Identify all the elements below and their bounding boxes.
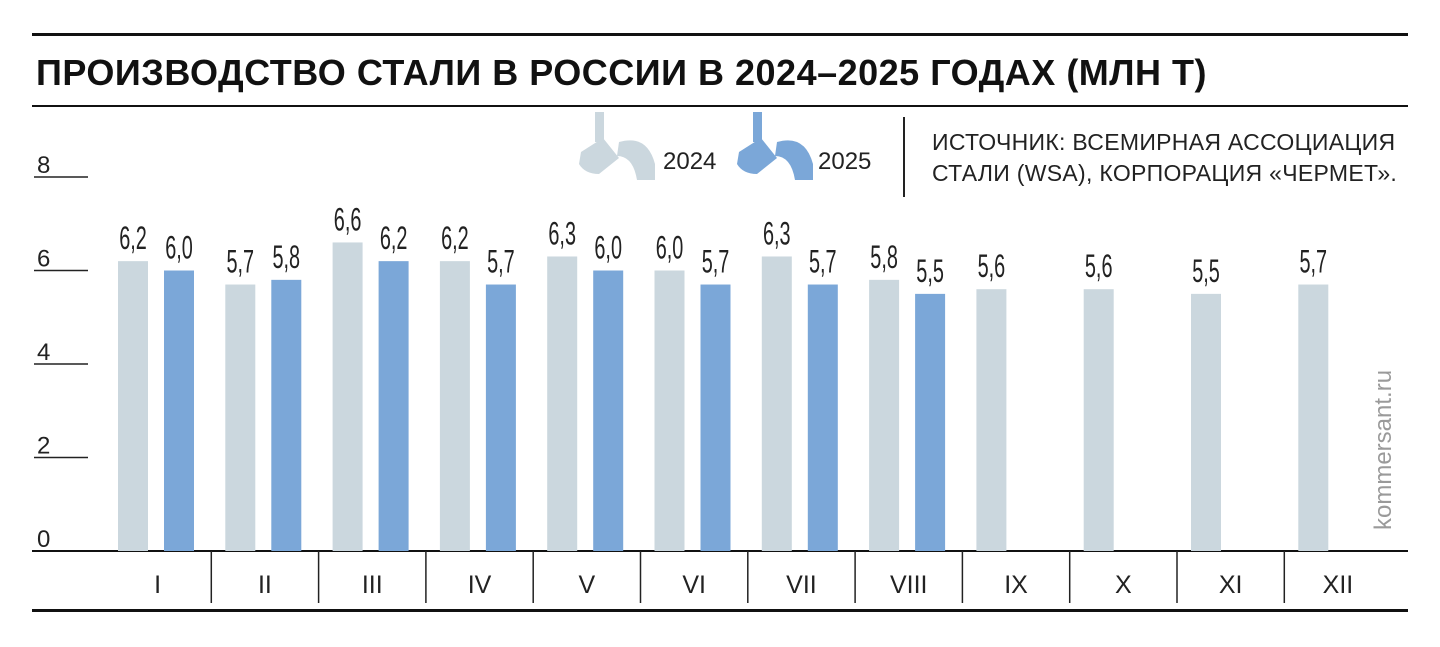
bar-2024 [332, 242, 363, 551]
bar-2025 [807, 284, 838, 551]
y-tick-label: 2 [37, 433, 50, 460]
top-rule [32, 33, 1408, 36]
source-line-2: СТАЛИ (WSA), КОРПОРАЦИЯ «ЧЕРМЕТ». [932, 160, 1398, 186]
bar-2024 [225, 284, 256, 551]
bar-2025 [593, 270, 624, 551]
y-tick-label: 4 [37, 339, 50, 366]
legend-label-2024: 2024 [663, 148, 717, 175]
y-tick-label: 6 [37, 246, 50, 273]
data-label: 5,6 [1085, 248, 1113, 284]
category-label: XI [1219, 571, 1243, 599]
bar-2024 [118, 261, 148, 551]
data-label: 6,3 [548, 216, 576, 252]
source-line-1: ИСТОЧНИК: ВСЕМИРНАЯ АССОЦИАЦИЯ [932, 129, 1396, 155]
legend-divider [903, 117, 905, 197]
bar-2025 [164, 270, 194, 551]
data-label: 6,2 [119, 220, 147, 256]
bottom-rule [32, 609, 1408, 612]
chart-title: ПРОИЗВОДСТВО СТАЛИ В РОССИИ В 2024–2025 … [36, 52, 1208, 93]
data-label: 5,7 [227, 244, 255, 280]
y-tick-label: 0 [37, 526, 50, 553]
y-tick-label: 8 [37, 152, 50, 179]
bar-2024 [1298, 284, 1329, 551]
category-label: I [154, 571, 161, 599]
title-underline [32, 105, 1408, 107]
data-label: 5,8 [273, 239, 301, 275]
category-label: VI [682, 571, 706, 599]
bar-2024 [869, 279, 900, 551]
bar-2025 [915, 293, 946, 551]
data-label: 5,7 [487, 244, 515, 280]
bar-2024 [547, 256, 578, 551]
category-label: IV [468, 571, 492, 599]
data-label: 6,3 [763, 216, 791, 252]
data-label: 6,0 [656, 230, 684, 266]
data-label: 5,7 [809, 244, 837, 280]
bar-2025 [271, 279, 302, 551]
data-label: 5,5 [916, 253, 944, 289]
data-label: 5,7 [702, 244, 730, 280]
category-label: IX [1004, 571, 1028, 599]
category-label: III [362, 571, 383, 599]
category-label: VII [786, 571, 817, 599]
legend-label-2025: 2025 [818, 148, 872, 175]
data-label: 6,6 [334, 202, 362, 238]
category-label: VIII [890, 571, 928, 599]
ladle-icon [579, 112, 655, 180]
bar-2024 [1191, 293, 1221, 551]
bar-2025 [485, 284, 516, 551]
data-label: 6,0 [165, 230, 193, 266]
bar-2024 [761, 256, 792, 551]
ladle-icon [737, 112, 813, 180]
data-label: 6,2 [441, 220, 469, 256]
data-label: 5,6 [978, 248, 1006, 284]
bar-2025 [378, 261, 409, 551]
data-label: 6,2 [380, 220, 408, 256]
data-label: 5,5 [1192, 253, 1220, 289]
category-label: XII [1323, 571, 1354, 599]
bar-2024 [654, 270, 685, 551]
bar-2025 [700, 284, 731, 551]
category-label: II [258, 571, 272, 599]
bar-2024 [976, 289, 1007, 551]
data-label: 6,0 [594, 230, 622, 266]
data-label: 5,8 [870, 239, 898, 275]
category-label: V [579, 571, 596, 599]
source-note: ИСТОЧНИК: ВСЕМИРНАЯ АССОЦИАЦИЯ СТАЛИ (WS… [932, 127, 1397, 189]
bar-2024 [1083, 289, 1114, 551]
bar-2024 [439, 261, 470, 551]
watermark: kommersant.ru [1370, 369, 1397, 530]
data-label: 5,7 [1300, 244, 1328, 280]
category-label: X [1115, 571, 1132, 599]
